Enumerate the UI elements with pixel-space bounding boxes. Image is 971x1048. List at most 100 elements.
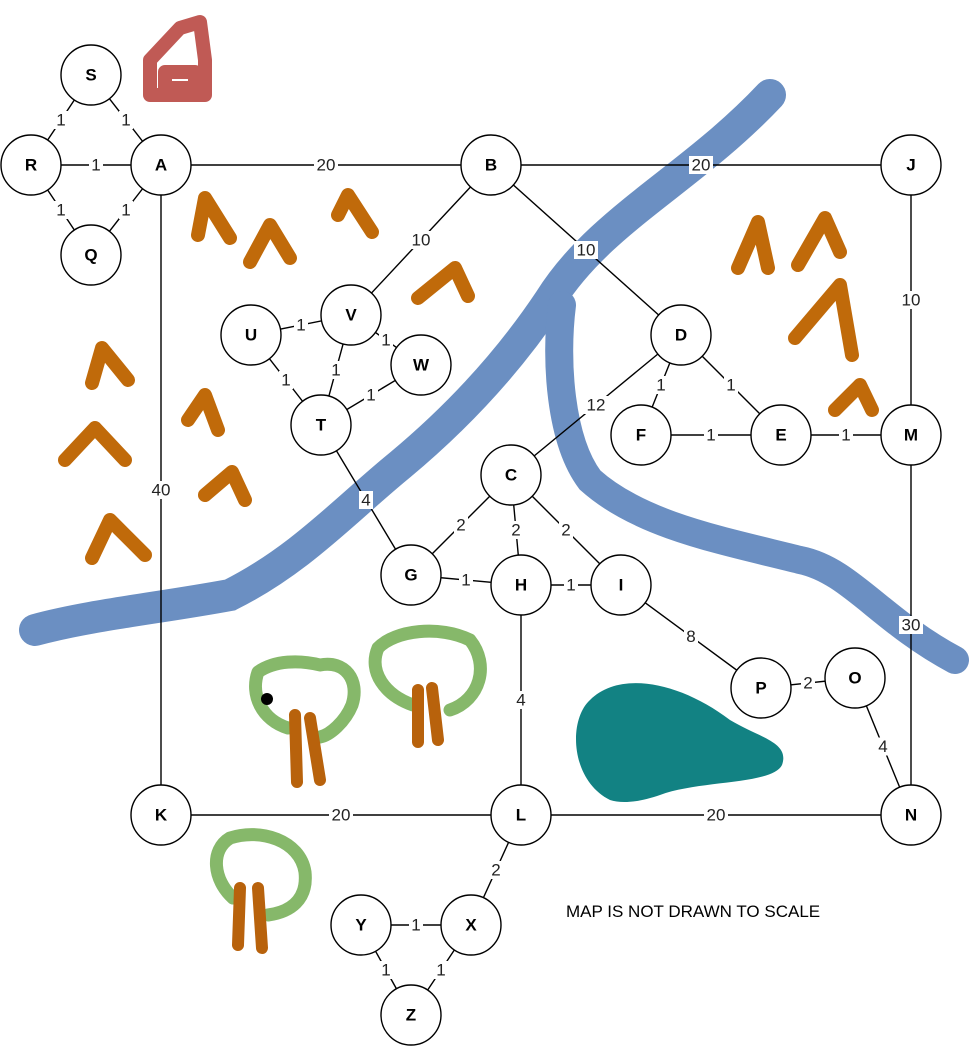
edge-weight-background xyxy=(899,291,923,309)
mountains xyxy=(58,188,879,565)
node-circle xyxy=(880,134,942,196)
node-label: V xyxy=(345,306,357,325)
edge-weight-h-l: 4 xyxy=(516,691,525,710)
edge-weight-y-z: 1 xyxy=(381,961,390,980)
scale-note: MAP IS NOT DRAWN TO SCALE xyxy=(566,902,820,921)
node-q: Q xyxy=(60,224,122,286)
node-label: A xyxy=(155,156,167,175)
edge-weight-background xyxy=(724,376,738,394)
node-u: U xyxy=(220,304,282,366)
tree-icon xyxy=(232,882,268,954)
node-s: S xyxy=(60,44,122,106)
edge-weight-background xyxy=(801,674,815,692)
edge-weight-m-n: 30 xyxy=(902,616,921,635)
edge-weight-g-h: 1 xyxy=(461,571,470,590)
edge-weight-background xyxy=(689,156,713,174)
edge-weight-p-o: 2 xyxy=(803,674,812,693)
mountain-icon xyxy=(198,465,252,507)
edge-weight-w-t: 1 xyxy=(366,386,375,405)
graph-nodes: S R A Q B J U V W T D F E M C G H I P O K L N X Y Z xyxy=(0,44,942,1046)
node-f: F xyxy=(610,404,672,466)
node-n: N xyxy=(880,784,942,846)
node-x: X xyxy=(440,894,502,956)
lake xyxy=(576,683,784,803)
node-circle xyxy=(590,554,652,616)
node-circle xyxy=(750,404,812,466)
edge-weight-background xyxy=(574,241,598,259)
node-label: I xyxy=(619,576,624,595)
node-e: E xyxy=(750,404,812,466)
node-label: E xyxy=(775,426,786,445)
edge-weight-background xyxy=(379,331,393,349)
node-label: Y xyxy=(355,916,367,935)
node-v: V xyxy=(320,284,382,346)
node-i: I xyxy=(590,554,652,616)
node-label: T xyxy=(316,416,327,435)
edge-weight-d-c: 12 xyxy=(587,396,606,415)
edge-weight-background xyxy=(314,156,338,174)
mountain-icon xyxy=(243,218,297,269)
edge-weight-background xyxy=(559,521,573,539)
node-k: K xyxy=(130,784,192,846)
edge-weight-c-i: 2 xyxy=(561,521,570,540)
edge-weight-background xyxy=(329,806,353,824)
edge-weight-background xyxy=(459,571,473,589)
node-label: F xyxy=(636,426,646,445)
edge-weight-background xyxy=(294,316,308,334)
tree-icon xyxy=(249,655,361,744)
edge-weight-background xyxy=(564,576,578,594)
edge-weight-l-x: 2 xyxy=(491,861,500,880)
node-label: P xyxy=(755,679,766,698)
mountain-icon xyxy=(331,188,379,239)
edge-weight-background xyxy=(409,231,433,249)
node-circle xyxy=(880,404,942,466)
edge-weight-background xyxy=(489,861,503,879)
edge-weight-d-f: 1 xyxy=(656,376,665,395)
node-circle xyxy=(220,304,282,366)
node-t: T xyxy=(290,394,352,456)
edge-weight-b-v: 10 xyxy=(412,231,431,250)
edge-weight-y-x: 1 xyxy=(411,916,420,935)
node-circle xyxy=(330,894,392,956)
edge-weight-background xyxy=(409,916,423,934)
node-label: X xyxy=(465,916,477,935)
node-y: Y xyxy=(330,894,392,956)
node-label: W xyxy=(413,356,430,375)
tree-icon xyxy=(209,828,312,922)
edge-weight-f-e: 1 xyxy=(706,426,715,445)
node-label: Q xyxy=(84,246,97,265)
edge-weight-a-b: 20 xyxy=(317,156,336,175)
node-circle xyxy=(480,444,542,506)
node-c: C xyxy=(480,444,542,506)
tree-icon xyxy=(368,624,487,717)
node-label: K xyxy=(155,806,168,825)
node-circle xyxy=(130,784,192,846)
node-circle xyxy=(440,894,502,956)
node-circle xyxy=(490,784,552,846)
node-label: S xyxy=(85,66,96,85)
node-circle xyxy=(130,134,192,196)
node-label: Z xyxy=(406,1006,416,1025)
edge-weight-v-w: 1 xyxy=(381,331,390,350)
node-a: A xyxy=(130,134,192,196)
edge-weight-u-v: 1 xyxy=(296,316,305,335)
marker-dot xyxy=(261,693,273,705)
mountain-icon xyxy=(791,211,847,272)
edge-weight-l-n: 20 xyxy=(707,806,726,825)
mountain-icon xyxy=(828,378,879,417)
map-decorations xyxy=(19,15,969,954)
edge-weight-background xyxy=(89,156,103,174)
node-label: O xyxy=(848,669,861,688)
node-p: P xyxy=(730,657,792,719)
edge-weight-x-z: 1 xyxy=(436,961,445,980)
edge-weight-t-g: 4 xyxy=(361,491,370,510)
mountain-icon xyxy=(411,261,475,305)
edge-weight-c-h: 2 xyxy=(511,521,520,540)
edge-weight-c-g: 2 xyxy=(456,516,465,535)
node-o: O xyxy=(824,647,886,709)
node-circle xyxy=(60,44,122,106)
edge-weight-background xyxy=(899,616,923,634)
node-circle xyxy=(390,334,452,396)
